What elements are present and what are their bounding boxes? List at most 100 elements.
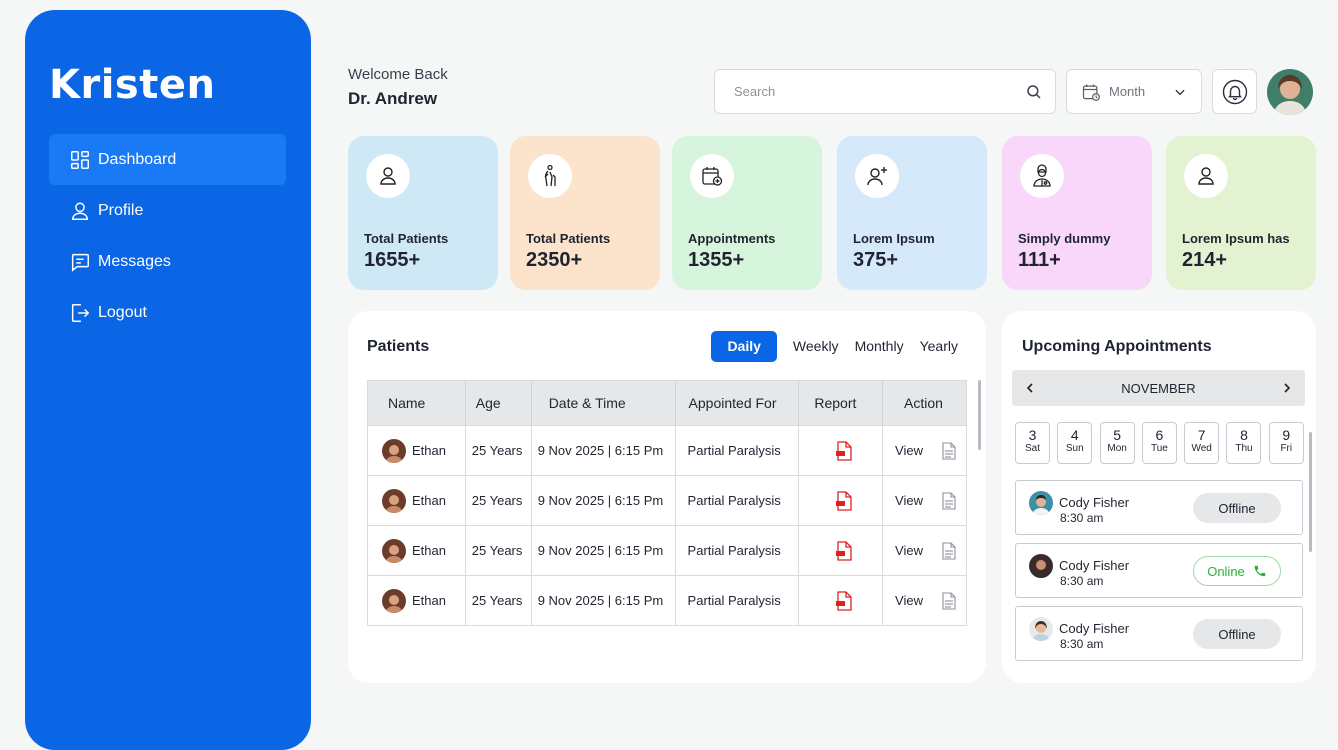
day-number: 7 [1197, 427, 1206, 443]
doctor-icon [1033, 164, 1051, 187]
appointment-name: Cody Fisher [1059, 621, 1130, 636]
day-cell[interactable]: 7 Wed [1184, 422, 1220, 464]
column-header: Report [798, 380, 884, 426]
appointment-datetime: 9 Nov 2025 | 6:15 Pm [531, 425, 676, 476]
document-icon[interactable] [941, 591, 957, 610]
pdf-icon[interactable] [835, 440, 853, 461]
pdf-icon[interactable] [835, 590, 853, 611]
pdf-icon[interactable] [835, 490, 853, 511]
notifications-button[interactable] [1212, 69, 1257, 114]
stat-value: 375+ [853, 249, 899, 271]
day-cell[interactable]: 8 Thu [1226, 422, 1262, 464]
view-link[interactable]: View [895, 493, 923, 508]
day-cell[interactable]: 9 Fri [1268, 422, 1304, 464]
filter-monthly[interactable]: Monthly [854, 338, 904, 354]
appointment-datetime: 9 Nov 2025 | 6:15 Pm [531, 525, 676, 576]
column-header: Age [465, 380, 532, 426]
patient-avatar [382, 438, 406, 463]
chevron-left-icon[interactable] [1024, 382, 1036, 394]
search-input[interactable] [734, 84, 1025, 99]
day-cell[interactable]: 5 Mon [1099, 422, 1135, 464]
sidebar-item-logout[interactable]: Logout [49, 287, 286, 338]
patient-name: Ethan [412, 493, 446, 508]
appointments-title: Upcoming Appointments [1022, 338, 1212, 355]
stat-icon-wrap [690, 154, 734, 198]
sidebar-item-profile[interactable]: Profile [49, 185, 286, 236]
day-cell[interactable]: 4 Sun [1057, 422, 1093, 464]
filter-daily[interactable]: Daily [711, 331, 777, 362]
view-link[interactable]: View [895, 443, 923, 458]
phone-icon[interactable] [1253, 564, 1267, 578]
day-weekday: Sat [1024, 443, 1040, 454]
view-link[interactable]: View [895, 593, 923, 608]
day-weekday: Wed [1191, 443, 1212, 454]
view-link[interactable]: View [895, 543, 923, 558]
month-label: NOVEMBER [1121, 380, 1196, 396]
sidebar-item-label: Dashboard [98, 150, 177, 168]
appointments-panel: Upcoming Appointments NOVEMBER 3 Sat 4 Sun… [1002, 311, 1316, 683]
chevron-down-icon [1175, 89, 1185, 95]
appointments-scrollbar[interactable] [1309, 432, 1312, 552]
stat-card[interactable]: Total Patients 2350+ [510, 136, 660, 290]
user-avatar[interactable] [1267, 69, 1313, 115]
stat-card[interactable]: Appointments 1355+ [672, 136, 822, 290]
appointment-card[interactable]: Cody Fisher 8:30 am Offline [1015, 606, 1303, 661]
appointed-for: Partial Paralysis [675, 425, 800, 476]
stat-card[interactable]: Lorem Ipsum has 214+ [1166, 136, 1316, 290]
chat-icon [71, 253, 89, 272]
day-cell[interactable]: 6 Tue [1141, 422, 1177, 464]
stat-label: Simply dummy [1018, 231, 1111, 246]
pdf-icon[interactable] [835, 540, 853, 561]
search-box[interactable] [714, 69, 1056, 114]
brand-logo: Kristen [49, 62, 216, 108]
stat-icon-wrap [855, 154, 899, 198]
day-cell[interactable]: 3 Sat [1015, 422, 1050, 464]
stat-label: Lorem Ipsum has [1182, 231, 1290, 246]
appointed-for: Partial Paralysis [675, 475, 800, 526]
sidebar-item-dashboard[interactable]: Dashboard [49, 134, 286, 185]
filter-yearly[interactable]: Yearly [919, 338, 958, 354]
stat-card[interactable]: Lorem Ipsum 375+ [837, 136, 987, 290]
filter-weekly[interactable]: Weekly [792, 338, 839, 354]
table-row: Ethan 25 Years 9 Nov 2025 | 6:15 Pm Part… [367, 575, 967, 626]
patient-avatar [382, 488, 406, 513]
patient-name: Ethan [412, 443, 446, 458]
stat-card[interactable]: Simply dummy 111+ [1002, 136, 1152, 290]
day-weekday: Mon [1107, 443, 1127, 454]
stat-label: Appointments [688, 231, 776, 246]
patient-name: Ethan [412, 543, 446, 558]
appointed-for: Partial Paralysis [675, 525, 800, 576]
patient-age: 25 Years [465, 425, 532, 476]
appointment-card[interactable]: Cody Fisher 8:30 am Offline [1015, 480, 1303, 535]
calendar-add-icon [702, 167, 723, 186]
status-badge[interactable]: Offline [1193, 493, 1281, 523]
chevron-right-icon[interactable] [1281, 382, 1293, 394]
period-select[interactable]: Month [1066, 69, 1202, 114]
day-number: 8 [1240, 427, 1248, 443]
appointment-card[interactable]: Cody Fisher 8:30 am Online [1015, 543, 1303, 598]
status-badge[interactable]: Offline [1193, 619, 1281, 649]
search-icon[interactable] [1025, 83, 1043, 101]
status-label: Online [1207, 563, 1245, 579]
document-icon[interactable] [941, 491, 957, 510]
stat-card[interactable]: Total Patients 1655+ [348, 136, 498, 290]
stat-icon-wrap [1020, 154, 1064, 198]
document-icon[interactable] [941, 441, 957, 460]
day-number: 6 [1155, 427, 1164, 443]
status-label: Offline [1218, 626, 1256, 642]
doctor-avatar [1029, 491, 1053, 515]
day-weekday: Sun [1065, 443, 1084, 454]
period-filter: Daily Weekly Monthly Yearly [711, 331, 966, 362]
day-number: 5 [1113, 427, 1121, 443]
day-strip: 3 Sat 4 Sun 5 Mon 6 Tue 7 Wed 8 Thu 9 Fri [1015, 422, 1311, 464]
sidebar-item-messages[interactable]: Messages [49, 236, 286, 287]
document-icon[interactable] [941, 541, 957, 560]
patient-avatar [382, 588, 406, 613]
stat-label: Total Patients [526, 231, 611, 246]
patient-age: 25 Years [465, 475, 532, 526]
sidebar: Kristen Dashboard Profile Messages Logou… [25, 10, 311, 750]
sidebar-item-label: Messages [98, 252, 171, 270]
table-scrollbar[interactable] [978, 380, 981, 450]
status-badge[interactable]: Online [1193, 556, 1281, 586]
appointment-time: 8:30 am [1060, 574, 1104, 588]
